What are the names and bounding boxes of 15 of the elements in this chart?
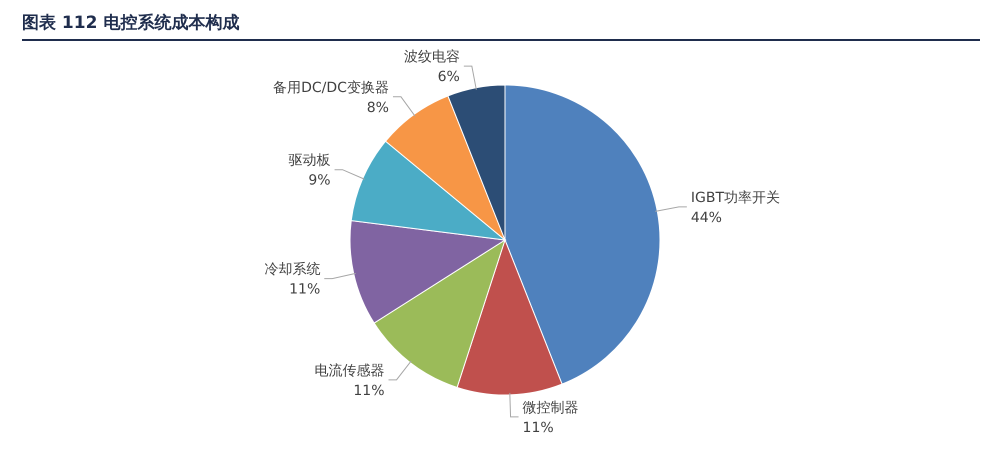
- slice-label: 备用DC/DC变换器: [273, 80, 389, 96]
- data-label: 8%: [366, 100, 389, 116]
- slice-label: 电流传感器: [314, 362, 385, 379]
- chart-title: 图表 112 电控系统成本构成: [22, 13, 240, 33]
- data-label: 6%: [438, 69, 460, 86]
- data-label: 9%: [308, 172, 331, 189]
- data-label: 11%: [353, 382, 385, 399]
- data-label: 11%: [522, 420, 554, 436]
- slice-label: IGBT功率开关: [690, 190, 780, 206]
- data-label: 44%: [690, 210, 722, 226]
- data-label: 11%: [289, 282, 320, 298]
- slice-label: 冷却系统: [264, 262, 320, 278]
- slice-label: 驱动板: [288, 152, 331, 169]
- slice-label: 波纹电容: [404, 49, 460, 66]
- slice-label: 微控制器: [522, 400, 579, 416]
